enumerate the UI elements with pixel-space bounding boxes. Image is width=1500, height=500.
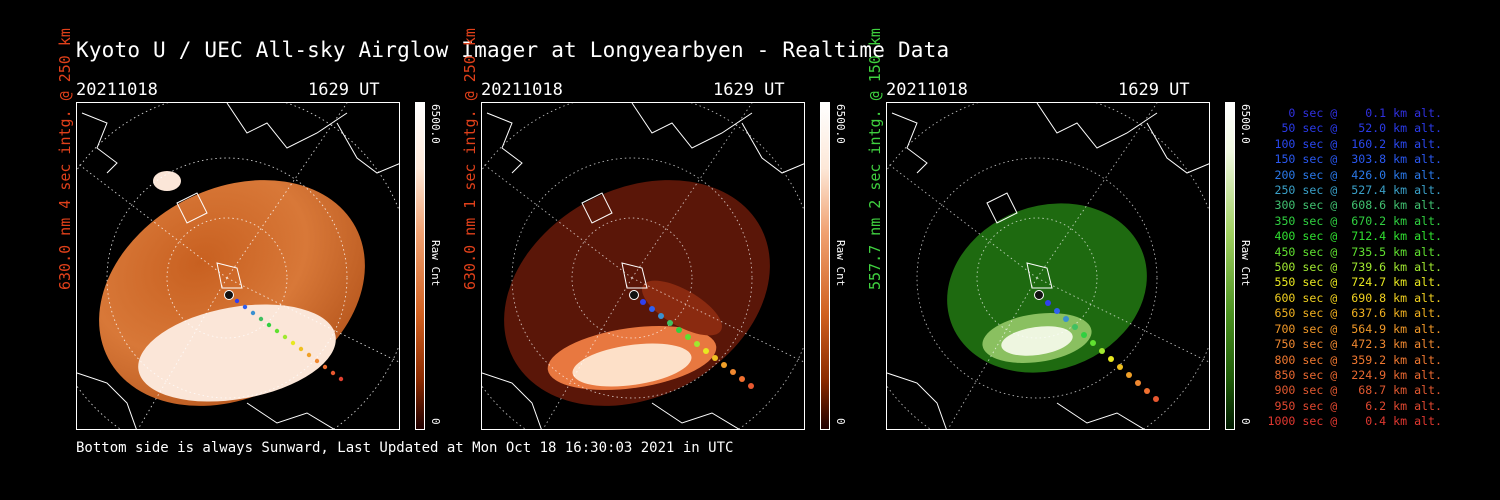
legend-entry: 300 sec @ 608.6 km alt. <box>1267 198 1442 213</box>
panel-time: 1629 UT <box>308 80 380 100</box>
legend-entry: 50 sec @ 52.0 km alt. <box>1267 121 1442 136</box>
legend-entry: 850 sec @ 224.9 km alt. <box>1267 367 1442 382</box>
legend-entry: 1000 sec @ 0.4 km alt. <box>1267 414 1442 429</box>
bright-aurora-region <box>138 304 336 402</box>
page-title: Kyoto U / UEC All-sky Airglow Imager at … <box>76 38 950 62</box>
footer-note: Bottom side is always Sunward, Last Upda… <box>76 440 734 456</box>
trajectory-dots <box>629 290 754 389</box>
panel-date: 20211018 <box>76 80 158 100</box>
colorbar <box>1225 102 1235 430</box>
legend-entry: 550 sec @ 724.7 km alt. <box>1267 275 1442 290</box>
legend-entry: 350 sec @ 670.2 km alt. <box>1267 213 1442 228</box>
legend-entry: 150 sec @ 303.8 km alt. <box>1267 152 1442 167</box>
colorbar <box>415 102 425 430</box>
trajectory-dots <box>224 290 344 382</box>
legend-entry: 250 sec @ 527.4 km alt. <box>1267 183 1442 198</box>
legend-entry: 450 sec @ 735.5 km alt. <box>1267 244 1442 259</box>
trajectory-legend: 0 sec @ 0.1 km alt. 50 sec @ 52.0 km alt… <box>1262 106 1442 430</box>
trajectory-dots <box>1034 290 1159 402</box>
legend-entry: 950 sec @ 6.2 km alt. <box>1267 398 1442 413</box>
allsky-image <box>886 102 1210 430</box>
panel-630nm-4sec: 20211018 1629 UT 630.0 nm 4 sec intg. @ … <box>56 28 456 430</box>
panel-630nm-1sec: 20211018 1629 UT 630.0 nm 1 sec intg. @ … <box>461 28 861 430</box>
legend-entry: 700 sec @ 564.9 km alt. <box>1267 321 1442 336</box>
legend-entry: 200 sec @ 426.0 km alt. <box>1267 167 1442 182</box>
legend-entry: 400 sec @ 712.4 km alt. <box>1267 229 1442 244</box>
legend-entry: 500 sec @ 739.6 km alt. <box>1267 260 1442 275</box>
panel-date: 20211018 <box>886 80 968 100</box>
panel-time: 1629 UT <box>1118 80 1190 100</box>
allsky-image <box>76 102 400 430</box>
panel-date: 20211018 <box>481 80 563 100</box>
legend-entry: 600 sec @ 690.8 km alt. <box>1267 290 1442 305</box>
legend-entry: 750 sec @ 472.3 km alt. <box>1267 337 1442 352</box>
panel-557nm-2sec: 20211018 1629 UT 557.7 nm 2 sec intg. @ … <box>866 28 1266 430</box>
legend-entry: 0 sec @ 0.1 km alt. <box>1267 106 1442 120</box>
allsky-image <box>481 102 805 430</box>
panel-time: 1629 UT <box>713 80 785 100</box>
legend-entry: 900 sec @ 68.7 km alt. <box>1267 383 1442 398</box>
colorbar <box>820 102 830 430</box>
legend-entry: 100 sec @ 160.2 km alt. <box>1267 136 1442 151</box>
legend-entry: 800 sec @ 359.2 km alt. <box>1267 352 1442 367</box>
legend-entry: 650 sec @ 637.6 km alt. <box>1267 306 1442 321</box>
